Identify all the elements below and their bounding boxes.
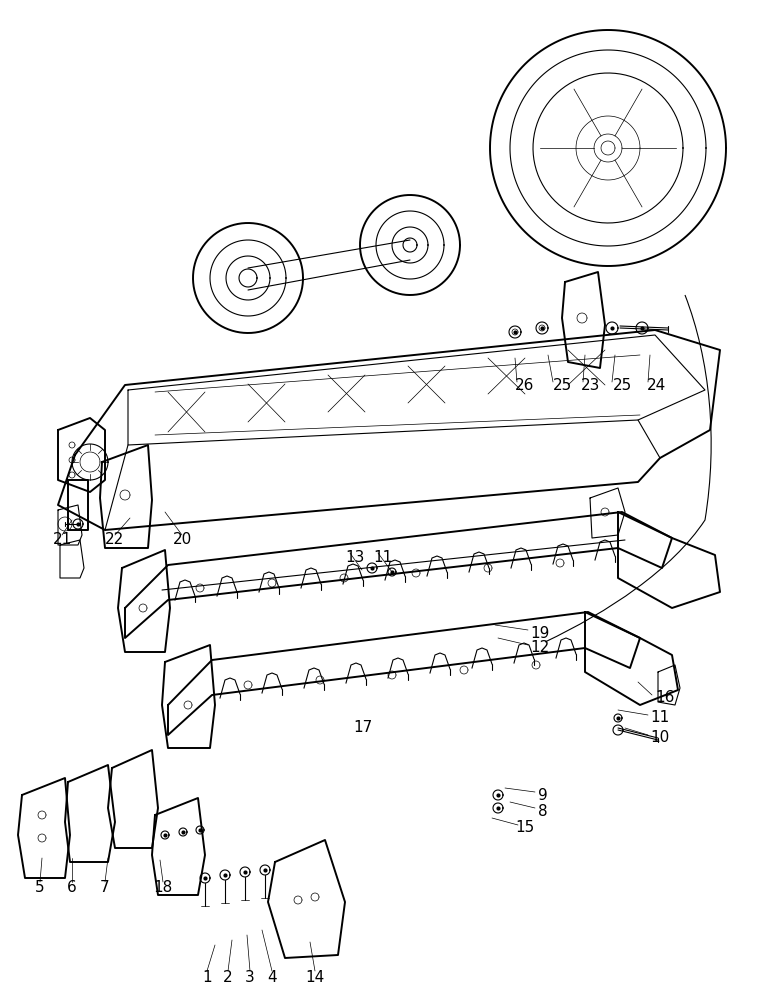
Text: 25: 25 xyxy=(554,377,573,392)
Text: 20: 20 xyxy=(172,532,191,548)
Text: 16: 16 xyxy=(655,690,675,706)
Text: 22: 22 xyxy=(105,532,124,548)
Text: 11: 11 xyxy=(374,550,393,564)
Text: 18: 18 xyxy=(154,880,173,896)
Text: 8: 8 xyxy=(538,804,548,820)
Text: 5: 5 xyxy=(36,880,45,896)
Text: 10: 10 xyxy=(650,730,669,746)
Text: 12: 12 xyxy=(530,641,550,656)
Text: 14: 14 xyxy=(306,970,324,984)
Text: 3: 3 xyxy=(245,970,255,984)
Text: 23: 23 xyxy=(581,377,601,392)
Text: 1: 1 xyxy=(202,970,212,984)
Text: 19: 19 xyxy=(530,626,550,641)
Text: 4: 4 xyxy=(267,970,277,984)
Text: 15: 15 xyxy=(516,820,535,836)
Text: 21: 21 xyxy=(52,532,72,548)
Text: 25: 25 xyxy=(612,377,631,392)
Text: 6: 6 xyxy=(67,880,77,896)
Text: 24: 24 xyxy=(648,377,667,392)
Text: 2: 2 xyxy=(223,970,233,984)
Text: 13: 13 xyxy=(345,550,364,564)
Text: 11: 11 xyxy=(650,710,669,726)
Text: 7: 7 xyxy=(100,880,110,896)
Text: 17: 17 xyxy=(354,720,373,736)
Text: 9: 9 xyxy=(538,788,548,802)
Text: 26: 26 xyxy=(516,377,535,392)
